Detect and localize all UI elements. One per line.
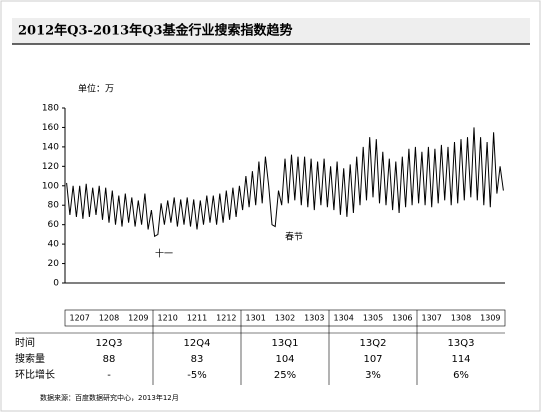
y-tick-label: 60 [48, 220, 60, 230]
y-tick-label: 160 [42, 123, 59, 133]
x-tick-label: 1308 [451, 314, 471, 323]
table-cell: 114 [451, 354, 470, 365]
x-tick-label: 1306 [392, 314, 412, 323]
x-tick-label: 1210 [157, 314, 177, 323]
series-line [66, 127, 504, 238]
unit-label: 单位：万 [78, 83, 114, 95]
table-cell: 104 [275, 354, 294, 365]
x-tick-label: 1304 [333, 314, 353, 323]
row-label: 搜索量 [15, 352, 45, 365]
table-cell: 107 [363, 354, 382, 365]
x-tick-label: 1303 [304, 314, 324, 323]
y-tick-label: 100 [42, 181, 59, 191]
source: 数据来源：百度数据研究中心，2013年12月 [40, 393, 179, 402]
table-cell: 6% [453, 370, 469, 381]
title-bar [12, 18, 530, 44]
y-tick-label: 180 [42, 104, 59, 114]
table-cell: 13Q1 [272, 338, 299, 349]
table-cell: 12Q4 [184, 338, 211, 349]
x-tick-label: 1305 [363, 314, 383, 323]
y-tick-label: 20 [48, 259, 60, 269]
table-cell: 13Q2 [360, 338, 387, 349]
x-tick-label: 1307 [421, 314, 441, 323]
x-tick-label: 1309 [480, 314, 500, 323]
month-row [64, 309, 506, 327]
table-cell: 13Q3 [448, 338, 475, 349]
annotation: 十一 [155, 248, 173, 260]
table-cell: 88 [103, 354, 116, 365]
y-tick-label: 140 [42, 142, 59, 152]
x-tick-label: 1208 [99, 314, 119, 323]
row-label: 环比增长 [15, 368, 55, 381]
row-label: 时间 [15, 336, 35, 349]
y-tick-label: 0 [53, 279, 59, 289]
table-cell: 25% [274, 370, 296, 381]
chart-title: 2012年Q3-2013年Q3基金行业搜索指数趋势 [18, 23, 293, 39]
y-tick-label: 40 [48, 240, 60, 250]
x-tick-label: 1212 [216, 314, 236, 323]
table-cell: -5% [187, 370, 206, 381]
x-tick-label: 1301 [245, 314, 265, 323]
table-cell: - [107, 370, 111, 381]
annotation: 春节 [285, 231, 303, 243]
x-tick-label: 1211 [187, 314, 207, 323]
y-tick-label: 80 [48, 201, 60, 211]
table-cell: 12Q3 [96, 338, 123, 349]
x-tick-label: 1207 [69, 314, 89, 323]
table-cell: 83 [191, 354, 204, 365]
x-tick-label: 1302 [275, 314, 295, 323]
table-cell: 3% [365, 370, 381, 381]
y-tick-label: 120 [42, 162, 59, 172]
x-tick-label: 1209 [128, 314, 148, 323]
